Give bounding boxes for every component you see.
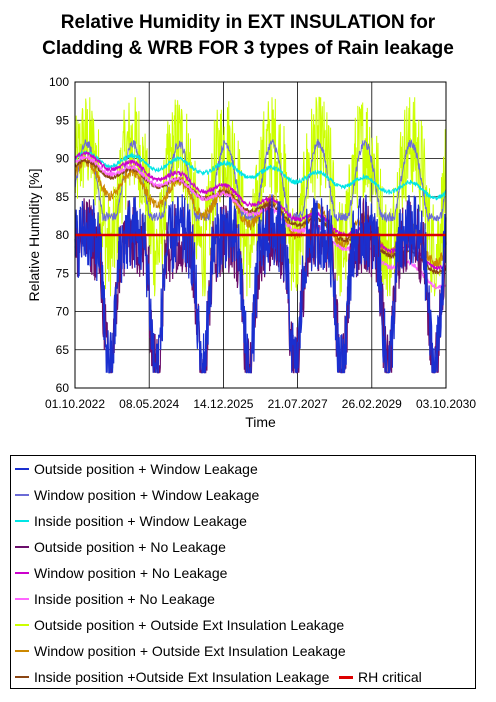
- chart-title-line-1: Relative Humidity in EXT INSULATION for: [60, 12, 436, 33]
- legend-swatch-8: [15, 676, 29, 678]
- chart-svg: 60 65 70 75 80 85 90 95 100 01.10.2022 08.05.2024…: [26, 75, 476, 430]
- x-tick-label-0: 01.10.2022: [45, 397, 105, 411]
- legend-label-8: Inside position +Outside Ext Insulation …: [34, 669, 330, 685]
- legend-swatch-2: [15, 520, 29, 522]
- legend-label-4: Window position + No Leakage: [34, 565, 228, 581]
- y-tick-label-7: 95: [56, 113, 70, 127]
- legend-label-5: Inside position + No Leakage: [34, 591, 215, 607]
- legend-item-3: Outside position + No Leakage: [15, 534, 226, 560]
- legend-item-7: Window position + Outside Ext Insulation…: [15, 638, 346, 664]
- series-line-2: [74, 150, 447, 202]
- legend-swatch-7: [15, 650, 29, 652]
- legend-swatch-5: [15, 598, 29, 600]
- x-tick-label-3: 21.07.2027: [268, 397, 328, 411]
- legend-swatch-4: [15, 572, 29, 574]
- chart-title-line-2: Cladding & WRB FOR 3 types of Rain leaka…: [42, 38, 454, 59]
- legend-label-1: Window position + Window Leakage: [34, 487, 260, 503]
- y-tick-label-3: 75: [56, 266, 70, 280]
- y-tick-label-4: 80: [56, 228, 70, 242]
- legend-label-9: RH critical: [358, 669, 422, 685]
- series-line-4: [74, 150, 447, 271]
- legend-item-2: Inside position + Window Leakage: [15, 508, 247, 534]
- y-tick-label-5: 85: [56, 190, 70, 204]
- series-line-1: [74, 138, 447, 223]
- legend-item-5: Inside position + No Leakage: [15, 586, 215, 612]
- series-line-5: [74, 155, 447, 291]
- x-tick-label-1: 08.05.2024: [119, 397, 179, 411]
- legend-label-0: Outside position + Window Leakage: [34, 461, 258, 477]
- legend-item-4: Window position + No Leakage: [15, 560, 227, 586]
- chart-title: Relative Humidity in EXT INSULATION for …: [0, 10, 496, 62]
- y-tick-label-0: 60: [56, 381, 70, 395]
- legend-item-9: RH critical: [339, 664, 422, 690]
- legend-label-3: Outside position + No Leakage: [34, 539, 226, 555]
- legend-label-2: Inside position + Window Leakage: [34, 513, 247, 529]
- x-axis-label: Time: [245, 414, 276, 430]
- x-axis-ticks: 01.10.2022 08.05.2024 14.12.2025 21.07.2027…: [45, 397, 476, 411]
- legend-swatch-6: [15, 624, 29, 626]
- y-tick-label-6: 90: [56, 152, 70, 166]
- legend-swatch-9: [339, 675, 353, 679]
- legend-swatch-0: [15, 468, 29, 470]
- legend-label-6: Outside position + Outside Ext Insulatio…: [34, 617, 345, 633]
- legend-label-7: Window position + Outside Ext Insulation…: [34, 643, 346, 659]
- x-tick-label-2: 14.12.2025: [193, 397, 253, 411]
- y-tick-label-8: 100: [49, 75, 69, 89]
- plot-border: [74, 81, 447, 389]
- legend-item-0: Outside position + Window Leakage: [15, 456, 258, 482]
- legend-item-6: Outside position + Outside Ext Insulatio…: [15, 612, 344, 638]
- legend-swatch-3: [15, 546, 29, 548]
- x-tick-label-5: 03.10.2030: [416, 397, 476, 411]
- x-tick-label-4: 26.02.2029: [342, 397, 402, 411]
- y-tick-label-2: 70: [56, 305, 70, 319]
- series-line-0: [74, 194, 447, 374]
- legend-item-1: Window position + Window Leakage: [15, 482, 259, 508]
- chart-legend: Outside position + Window Leakage Window …: [10, 455, 476, 689]
- y-tick-label-1: 65: [56, 343, 70, 357]
- plot-series: [74, 96, 447, 374]
- legend-swatch-1: [15, 494, 29, 496]
- y-axis-label: Relative Humidity [%]: [26, 168, 42, 301]
- legend-item-8: Inside position +Outside Ext Insulation …: [15, 664, 329, 690]
- plot-frame: [74, 81, 447, 389]
- y-axis-ticks: 60 65 70 75 80 85 90 95 100: [49, 75, 69, 395]
